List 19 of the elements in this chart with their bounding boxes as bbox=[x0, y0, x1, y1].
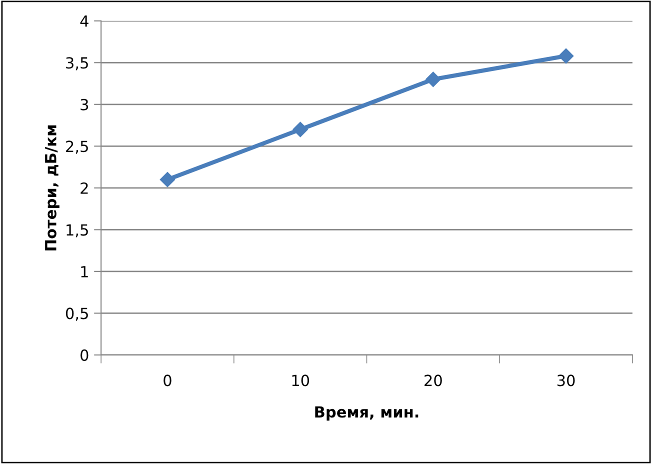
point bbox=[558, 48, 574, 64]
y-tick-label: 2,5 bbox=[66, 140, 88, 154]
point bbox=[426, 72, 441, 87]
y-tick-label: 3 bbox=[80, 98, 88, 110]
y-tick-label: 0,5 bbox=[66, 308, 88, 321]
point bbox=[160, 172, 176, 188]
x-axis-title: Время, мин. bbox=[315, 406, 418, 421]
y-tick-label: 2 bbox=[80, 182, 88, 194]
x-tick-label: 0 bbox=[164, 374, 172, 386]
x-tick-label: 20 bbox=[424, 374, 442, 386]
x-tick-label: 10 bbox=[292, 374, 310, 386]
y-axis-title: Потери, дБ/км bbox=[45, 125, 60, 250]
y-tick-label: 1,5 bbox=[66, 224, 88, 238]
x-tick-label: 30 bbox=[557, 374, 575, 386]
y-tick-label: 1 bbox=[81, 266, 88, 278]
y-tick-label: 4 bbox=[80, 16, 88, 27]
point bbox=[292, 122, 308, 138]
y-tick-label: 0 bbox=[80, 349, 88, 361]
y-tick-label: 3,5 bbox=[66, 57, 88, 70]
